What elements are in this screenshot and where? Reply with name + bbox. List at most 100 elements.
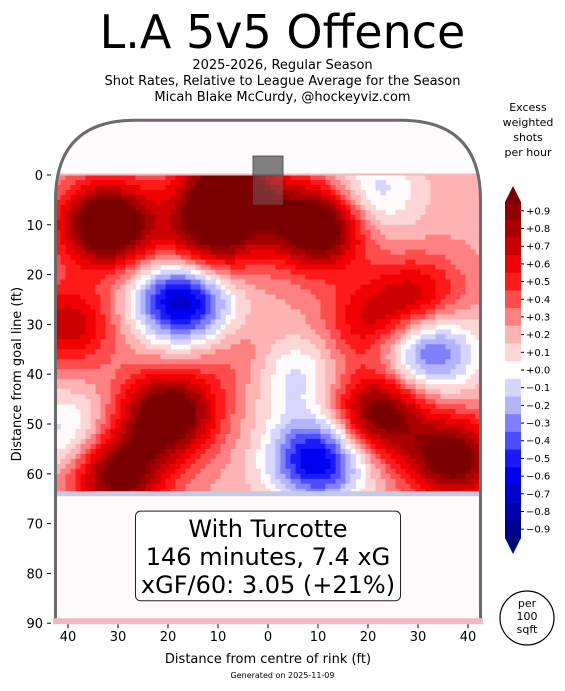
heatmap-cell bbox=[235, 404, 241, 410]
heatmap-cell bbox=[110, 473, 116, 480]
heatmap-cell bbox=[155, 433, 161, 440]
heatmap-cell bbox=[180, 224, 186, 231]
heatmap-cell bbox=[320, 339, 326, 345]
heatmap-cell bbox=[280, 299, 286, 305]
heatmap-cell bbox=[415, 284, 421, 290]
heatmap-cell bbox=[145, 354, 151, 360]
heatmap-cell bbox=[145, 399, 151, 405]
heatmap-cell bbox=[80, 334, 86, 340]
heatmap-cell bbox=[210, 304, 216, 310]
heatmap-cell bbox=[450, 234, 456, 241]
heatmap-cell bbox=[200, 409, 206, 415]
heatmap-cell bbox=[255, 274, 261, 280]
heatmap-cell bbox=[80, 175, 86, 181]
heatmap-cell bbox=[380, 299, 386, 305]
heatmap-cell bbox=[90, 344, 96, 350]
heatmap-cell bbox=[475, 379, 481, 385]
heatmap-cell bbox=[345, 254, 351, 261]
heatmap-cell bbox=[135, 299, 141, 305]
chart-title: L.A 5v5 Offence bbox=[99, 5, 466, 59]
heatmap-cell bbox=[465, 274, 471, 280]
heatmap-cell bbox=[125, 304, 131, 310]
heatmap-cell bbox=[70, 279, 76, 285]
heatmap-cell bbox=[340, 344, 346, 350]
heatmap-cell bbox=[175, 409, 181, 415]
heatmap-cell bbox=[375, 279, 381, 285]
heatmap-cell bbox=[240, 244, 246, 251]
subtitle-season: 2025-2026, Regular Season bbox=[192, 58, 373, 73]
heatmap-cell bbox=[415, 428, 421, 435]
heatmap-cell bbox=[345, 229, 351, 236]
heatmap-cell bbox=[345, 189, 351, 196]
heatmap-cell bbox=[265, 254, 271, 261]
heatmap-cell bbox=[55, 319, 61, 325]
heatmap-cell bbox=[60, 284, 66, 290]
heatmap-cell bbox=[280, 214, 286, 221]
heatmap-cell bbox=[315, 264, 321, 271]
heatmap-cell bbox=[65, 339, 71, 345]
heatmap-cell bbox=[80, 419, 86, 425]
heatmap-cell bbox=[315, 349, 321, 355]
heatmap-cell bbox=[425, 339, 431, 345]
heatmap-cell bbox=[155, 478, 161, 485]
heatmap-cell bbox=[90, 284, 96, 290]
heatmap-cell bbox=[160, 433, 166, 440]
heatmap-cell bbox=[295, 458, 301, 465]
heatmap-cell bbox=[130, 364, 136, 370]
heatmap-cell bbox=[455, 254, 461, 261]
heatmap-cell bbox=[150, 409, 156, 415]
heatmap-cell bbox=[90, 349, 96, 355]
heatmap-cell bbox=[435, 443, 441, 450]
heatmap-cell bbox=[320, 468, 326, 475]
heatmap-cell bbox=[105, 399, 111, 405]
heatmap-cell bbox=[110, 339, 116, 345]
heatmap-cell bbox=[465, 244, 471, 251]
heatmap-cell bbox=[235, 354, 241, 360]
heatmap-cell bbox=[185, 478, 191, 485]
heatmap-cell bbox=[440, 214, 446, 221]
heatmap-cell bbox=[360, 229, 366, 236]
heatmap-cell bbox=[475, 204, 481, 211]
heatmap-cell bbox=[395, 399, 401, 405]
heatmap-cell bbox=[85, 219, 91, 226]
heatmap-cell bbox=[105, 179, 111, 186]
heatmap-cell bbox=[125, 409, 131, 415]
heatmap-cell bbox=[355, 234, 361, 241]
heatmap-cell bbox=[135, 194, 141, 201]
heatmap-cell bbox=[215, 204, 221, 211]
heatmap-cell bbox=[245, 249, 251, 256]
heatmap-cell bbox=[415, 478, 421, 485]
heatmap-cell bbox=[260, 414, 266, 420]
heatmap-cell bbox=[55, 424, 61, 430]
heatmap-cell bbox=[255, 424, 261, 430]
heatmap-cell bbox=[115, 468, 121, 475]
heatmap-cell bbox=[455, 189, 461, 196]
heatmap-cell bbox=[335, 329, 341, 335]
heatmap-cell bbox=[175, 428, 181, 435]
heatmap-cell bbox=[335, 344, 341, 350]
heatmap-cell bbox=[60, 239, 66, 246]
heatmap-cell bbox=[375, 344, 381, 350]
heatmap-cell bbox=[230, 229, 236, 236]
heatmap-cell bbox=[445, 194, 451, 201]
heatmap-cell bbox=[245, 184, 251, 191]
heatmap-cell bbox=[450, 244, 456, 251]
heatmap-cell bbox=[445, 314, 451, 320]
heatmap-cell bbox=[235, 324, 241, 330]
heatmap-cell bbox=[115, 374, 121, 380]
heatmap-cell bbox=[65, 204, 71, 211]
heatmap-cell bbox=[375, 443, 381, 450]
heatmap-cell bbox=[335, 304, 341, 310]
heatmap-cell bbox=[405, 409, 411, 415]
heatmap-cell bbox=[395, 349, 401, 355]
heatmap-cell bbox=[140, 379, 146, 385]
heatmap-cell bbox=[430, 274, 436, 280]
heatmap-cell bbox=[185, 239, 191, 246]
heatmap-cell bbox=[140, 254, 146, 261]
heatmap-cell bbox=[225, 259, 231, 266]
heatmap-cell bbox=[225, 279, 231, 285]
heatmap-cell bbox=[275, 219, 281, 226]
heatmap-cell bbox=[85, 314, 91, 320]
heatmap-cell bbox=[155, 304, 161, 310]
heatmap-cell bbox=[60, 339, 66, 345]
